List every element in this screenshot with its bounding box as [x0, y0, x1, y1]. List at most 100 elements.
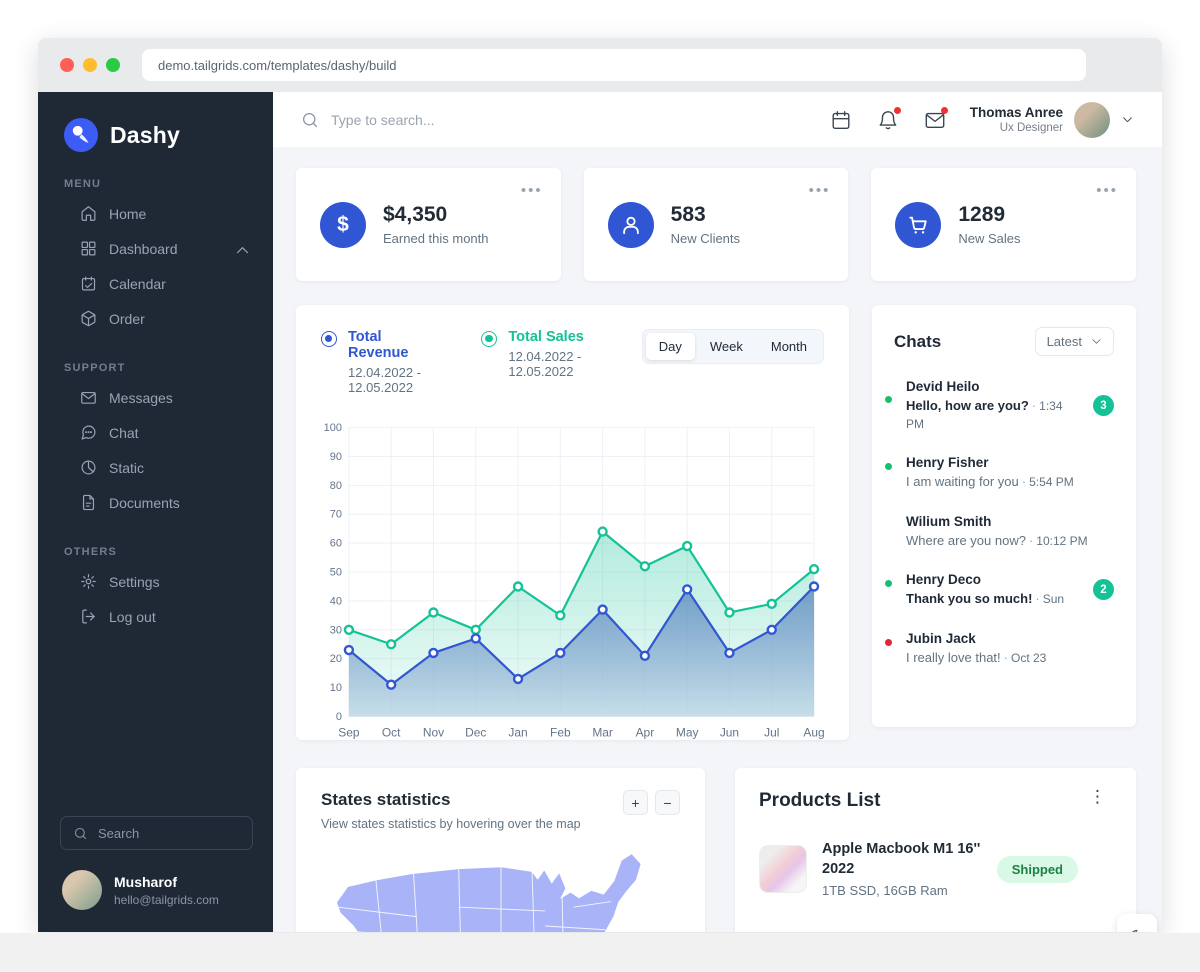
states-statistics-card: States statistics View states statistics…	[296, 768, 705, 932]
sidebar-item-dashboard[interactable]: Dashboard	[60, 231, 253, 266]
chat-item-devid-heilo[interactable]: Devid Heilo Hello, how are you? · 1:34 PM …	[883, 379, 1114, 432]
chats-filter-select[interactable]: Latest	[1034, 327, 1114, 356]
kebab-menu-icon[interactable]: ⋮	[1089, 787, 1106, 806]
svg-text:40: 40	[330, 595, 342, 607]
svg-text:80: 80	[330, 480, 342, 492]
sidebar-item-chat[interactable]: Chat	[60, 415, 253, 450]
ellipsis-menu-icon[interactable]: •••	[520, 182, 543, 199]
sidebar-item-label: Static	[109, 459, 145, 476]
sidebar-user[interactable]: Musharof hello@tailgrids.com	[62, 870, 253, 910]
sidebar-item-order[interactable]: Order	[60, 301, 253, 336]
us-map[interactable]	[327, 845, 675, 932]
sidebar-search[interactable]	[60, 816, 253, 850]
close-window-button[interactable]	[60, 58, 74, 72]
sidebar-search-input[interactable]	[98, 825, 228, 841]
macbook-thumbnail	[759, 845, 807, 894]
calendar-icon[interactable]	[830, 109, 852, 131]
maximize-window-button[interactable]	[106, 58, 120, 72]
chat-bubble-icon	[80, 424, 97, 441]
sidebar-item-label: Settings	[109, 573, 160, 590]
sidebar-item-home[interactable]: Home	[60, 196, 253, 231]
product-specs: 1TB SSD, 16GB Ram	[822, 883, 948, 899]
gear-icon	[80, 573, 97, 590]
home-icon	[80, 205, 97, 222]
sidebar-item-label: Chat	[109, 424, 139, 441]
chat-message: I am waiting for you	[906, 474, 1019, 490]
product-list: Apple Macbook M1 16'' 2022 1TB SSD, 16GB…	[759, 840, 1112, 898]
product-row[interactable]: Apple Macbook M1 16'' 2022 1TB SSD, 16GB…	[759, 840, 1112, 898]
product-name: Apple Macbook M1 16'' 2022	[822, 841, 981, 877]
stat-label: New Clients	[670, 231, 741, 246]
sidebar-item-documents[interactable]: Documents	[60, 485, 253, 520]
sidebar-item-label: Home	[109, 205, 147, 222]
moon-icon	[1131, 929, 1138, 932]
dashboard-content: ••• $ $4,350 Earned this month ••• 583 N…	[273, 147, 1162, 932]
legend-name: Total Sales	[508, 329, 584, 345]
bell-icon[interactable]	[877, 106, 901, 131]
sidebar-item-calendar[interactable]: Calendar	[60, 266, 253, 301]
sidebar-item-label: Documents	[109, 494, 180, 511]
chat-message: Where are you now?	[906, 532, 1026, 548]
products-list-card: Products List ⋮ Apple Macbook M1 16'' 20…	[735, 768, 1136, 932]
map-zoom-out-button[interactable]: −	[655, 790, 680, 815]
chat-message: Hello, how are you?	[906, 398, 1029, 413]
chats-title: Chats	[894, 331, 942, 351]
envelope-icon	[80, 389, 97, 406]
revenue-chart-card: Total Revenue 12.04.2022 - 12.05.2022 To…	[296, 305, 849, 740]
legend-range: 12.04.2022 - 12.05.2022	[508, 349, 582, 379]
sidebar-item-label: Calendar	[109, 275, 166, 292]
radio-icon	[481, 331, 498, 347]
sidebar-item-label: Messages	[109, 389, 173, 406]
unread-count-badge: 3	[1093, 395, 1114, 417]
svg-text:20: 20	[330, 653, 342, 665]
range-option-day[interactable]: Day	[645, 333, 695, 360]
user-menu[interactable]: Thomas Anree Ux Designer	[970, 101, 1134, 138]
global-search-input[interactable]	[331, 111, 631, 128]
address-bar[interactable]: demo.tailgrids.com/templates/dashy/build	[142, 49, 1086, 81]
range-option-week[interactable]: Week	[697, 333, 756, 360]
sidebar-item-static[interactable]: Static	[60, 450, 253, 485]
legend-total-sales[interactable]: Total Sales 12.04.2022 - 12.05.2022	[481, 329, 593, 395]
svg-text:Nov: Nov	[423, 725, 444, 739]
url-text: demo.tailgrids.com/templates/dashy/build	[158, 57, 397, 73]
status-badge: Shipped	[996, 855, 1078, 883]
map-zoom-in-button[interactable]: +	[623, 790, 648, 815]
pie-chart-icon	[80, 459, 97, 476]
search-icon	[74, 827, 87, 839]
stat-label: New Sales	[958, 231, 1021, 246]
area-chart: 0 10 20 30 40 50 60 70 80 90 100 Sep Oct Nov Dec Jan Feb…	[324, 422, 825, 739]
sidebar-item-settings[interactable]: Settings	[60, 564, 253, 599]
dark-mode-toggle[interactable]	[1117, 914, 1157, 932]
sidebar-item-log-out[interactable]: Log out	[60, 599, 253, 634]
ellipsis-menu-icon[interactable]: •••	[808, 182, 831, 199]
svg-text:Aug: Aug	[803, 725, 824, 739]
mail-icon[interactable]	[924, 106, 948, 131]
sidebar-section-label: OTHERS	[64, 546, 118, 558]
chats-card: Chats Latest Devid Heilo Hello, how are …	[872, 305, 1136, 727]
global-search[interactable]	[301, 111, 830, 129]
legend-total-revenue[interactable]: Total Revenue 12.04.2022 - 12.05.2022	[321, 329, 433, 395]
sidebar-item-messages[interactable]: Messages	[60, 380, 253, 415]
calendar-icon	[80, 275, 97, 292]
chat-item-wilium-smith[interactable]: Wilium Smith Where are you now? · 10:12 PM	[894, 514, 1114, 550]
chat-item-henry-fisher[interactable]: Henry Fisher I am waiting for you · 5:54 P…	[883, 455, 1114, 491]
stat-label: Earned this month	[383, 231, 489, 246]
sidebar-item-label: Dashboard	[109, 240, 178, 257]
chat-time: 5:54 PM	[1029, 475, 1074, 490]
chat-contact-name: Devid Heilo	[906, 379, 980, 394]
status-dot	[883, 636, 894, 648]
range-option-month[interactable]: Month	[758, 333, 820, 360]
chat-item-henry-deco[interactable]: Henry Deco Thank you so much! · Sun 2	[883, 572, 1114, 608]
chat-contact-name: Henry Deco	[906, 572, 982, 588]
logo[interactable]: Dashy	[64, 118, 253, 152]
status-dot	[883, 460, 894, 472]
svg-text:Jul: Jul	[764, 725, 779, 739]
svg-text:90: 90	[330, 451, 342, 463]
chat-contact-name: Jubin Jack	[906, 630, 976, 646]
minimize-window-button[interactable]	[83, 58, 97, 72]
top-header: Thomas Anree Ux Designer	[273, 92, 1162, 147]
chat-item-jubin-jack[interactable]: Jubin Jack I really love that! · Oct 23	[883, 630, 1114, 667]
radio-icon	[321, 331, 337, 347]
document-icon	[80, 494, 97, 511]
ellipsis-menu-icon[interactable]: •••	[1096, 182, 1119, 199]
